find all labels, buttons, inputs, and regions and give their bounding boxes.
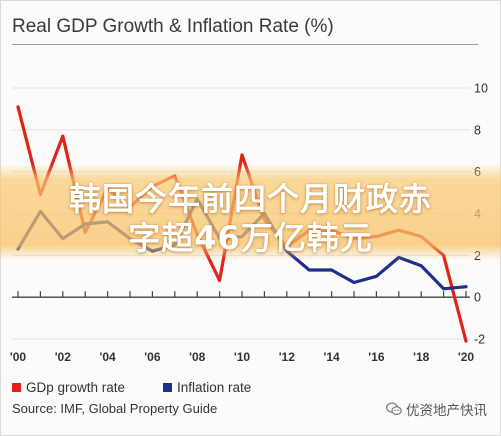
legend-item-gdp-growth: GDp growth rate	[12, 379, 125, 395]
legend-swatch-inflation	[163, 382, 172, 392]
x-tick-label: '18	[413, 350, 430, 364]
x-tick-label: '16	[368, 350, 385, 364]
source-note: Source: IMF, Global Property Guide	[12, 401, 218, 416]
data-point	[16, 105, 20, 109]
data-point	[307, 268, 311, 272]
data-point	[419, 264, 423, 268]
headline-line-2: 字超46万亿韩元	[128, 219, 373, 257]
x-tick-label: '12	[279, 350, 296, 364]
legend-swatch-gdp-growth	[12, 382, 21, 392]
legend-label-gdp-growth: GDp growth rate	[26, 379, 126, 395]
data-point	[375, 274, 378, 278]
watermark: 优资地产快讯	[385, 400, 487, 419]
y-tick-label: 0	[474, 291, 481, 305]
x-tick-label: '06	[144, 350, 161, 364]
x-tick-label: '14	[323, 350, 340, 364]
x-tick-label: '20	[458, 350, 475, 364]
chart-title: Real GDP Growth & Inflation Rate (%)	[12, 16, 334, 37]
watermark-text: 优资地产快讯	[406, 403, 487, 419]
headline-line-1: 韩国今年前四个月财政赤	[68, 180, 432, 218]
x-tick-label: '00	[10, 350, 27, 364]
data-point	[352, 281, 356, 284]
wechat-icon	[385, 402, 402, 416]
y-tick-label: 8	[474, 123, 481, 137]
y-tick-label: 10	[474, 82, 488, 96]
legend-label-inflation: Inflation rate	[177, 379, 252, 395]
x-tick-label: '10	[234, 350, 251, 364]
data-point	[464, 339, 468, 343]
x-tick-label: '02	[55, 350, 72, 364]
legend-item-inflation: Inflation rate	[163, 379, 251, 395]
headline-banner: 韩国今年前四个月财政赤 字超46万亿韩元	[0, 164, 501, 260]
data-point	[240, 153, 244, 157]
data-point	[442, 287, 445, 291]
y-tick-label: -2	[474, 333, 485, 347]
x-tick-label: '08	[189, 350, 206, 364]
data-point	[330, 268, 333, 272]
data-point	[61, 134, 65, 138]
data-point	[464, 285, 468, 289]
x-tick-label: '04	[99, 350, 116, 364]
x-tick-marks	[17, 291, 467, 298]
data-point	[218, 279, 222, 282]
